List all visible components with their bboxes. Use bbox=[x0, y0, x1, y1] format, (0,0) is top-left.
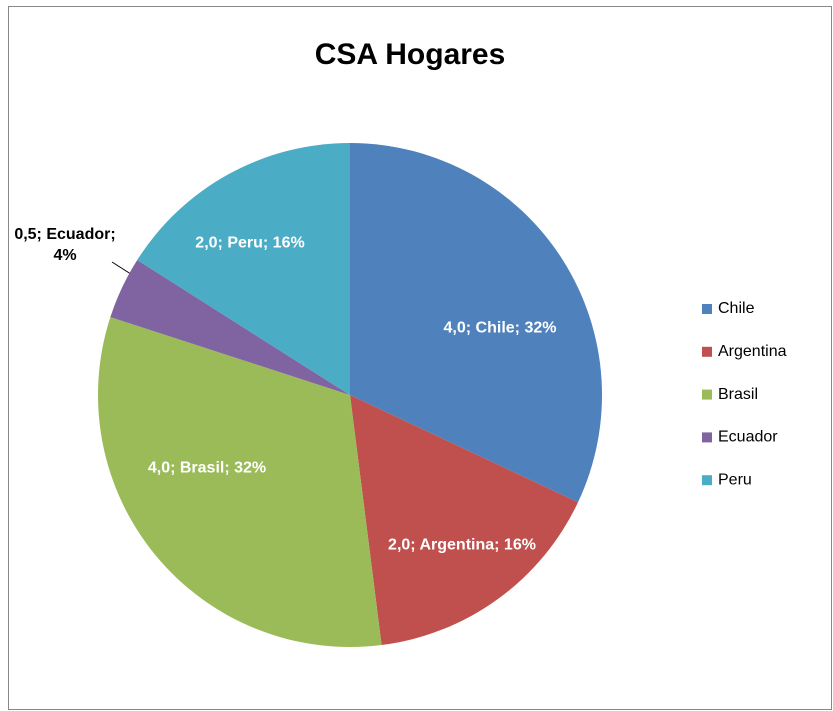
chart-title: CSA Hogares bbox=[315, 38, 506, 71]
legend-swatch bbox=[702, 475, 712, 486]
data-label: 2,0; Peru; 16% bbox=[195, 234, 305, 252]
legend-swatch bbox=[702, 304, 712, 314]
pie-slice bbox=[137, 143, 350, 395]
pie-slice bbox=[98, 317, 382, 648]
legend-label: Brasil bbox=[718, 386, 758, 403]
legend-swatch bbox=[702, 432, 712, 443]
data-label: 0,5; Ecuador; 4% bbox=[14, 226, 116, 264]
legend-swatch bbox=[702, 389, 712, 400]
legend-label: Ecuador bbox=[718, 429, 778, 446]
data-label: 4,0; Chile; 32% bbox=[443, 319, 557, 337]
data-label: 2,0; Argentina; 16% bbox=[388, 536, 536, 554]
pie-slice bbox=[110, 259, 350, 395]
pie-slice bbox=[350, 395, 579, 646]
legend-swatch bbox=[702, 346, 712, 357]
pie-slice bbox=[350, 143, 603, 503]
data-label: 4,0; Brasil; 32% bbox=[147, 459, 267, 477]
legend-label: Argentina bbox=[718, 343, 787, 360]
legend-label: Chile bbox=[718, 300, 755, 317]
legend-label: Peru bbox=[718, 471, 752, 488]
